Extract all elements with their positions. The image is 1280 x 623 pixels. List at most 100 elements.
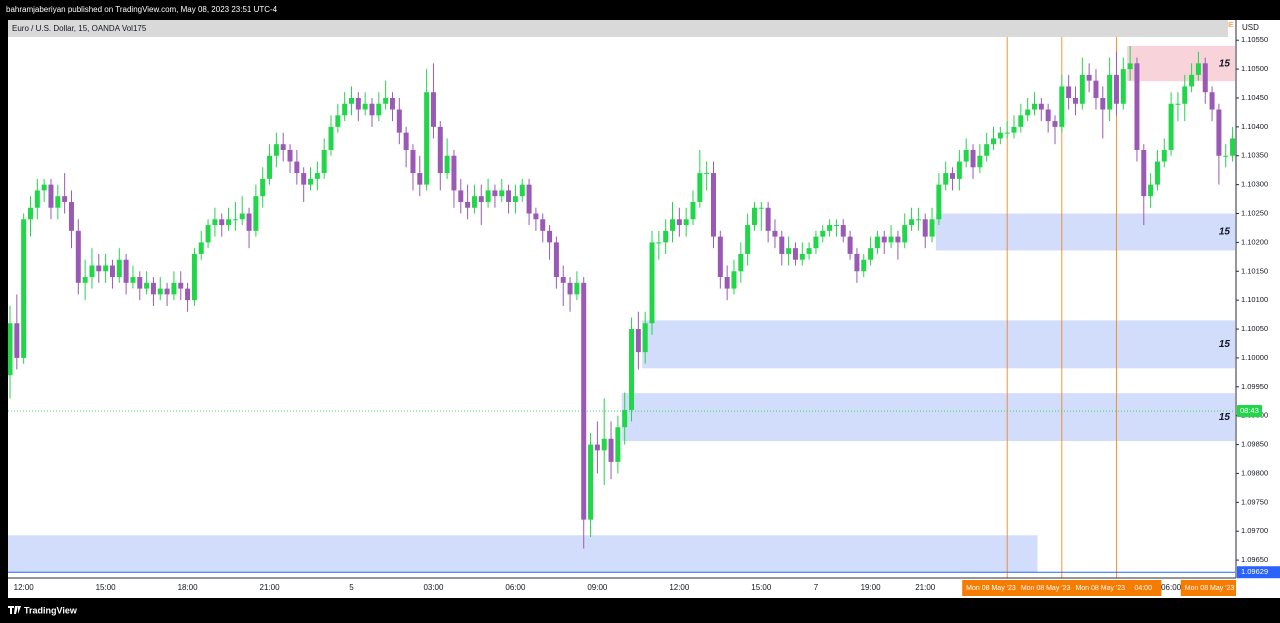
y-tick-label: 1.10250 xyxy=(1241,208,1268,217)
candle-body xyxy=(827,225,833,231)
candle-body xyxy=(478,196,484,202)
candle-body xyxy=(786,248,792,254)
candle-body xyxy=(588,444,594,520)
candle-body xyxy=(1148,184,1154,197)
candle-body xyxy=(751,207,757,226)
candle-body xyxy=(130,277,136,283)
candle-body xyxy=(492,190,498,197)
candle-body xyxy=(314,173,320,179)
y-tick-label: 1.09750 xyxy=(1241,497,1268,506)
candle-body xyxy=(738,253,744,272)
candle-body xyxy=(1141,149,1147,197)
candle-body xyxy=(635,329,641,353)
candle-body xyxy=(1230,138,1236,156)
candle-body xyxy=(21,219,27,358)
candle-body xyxy=(191,253,197,301)
candle-body xyxy=(936,184,942,220)
candle-body xyxy=(574,282,580,295)
y-tick-label: 1.09700 xyxy=(1241,526,1268,535)
y-tick-label: 1.10350 xyxy=(1241,151,1268,160)
candle-body xyxy=(1195,63,1201,75)
candle-body xyxy=(8,323,13,376)
candle-body xyxy=(1107,74,1113,110)
last-price-tag xyxy=(1237,566,1280,579)
candle-body xyxy=(171,282,177,295)
candle-body xyxy=(601,438,607,451)
zone xyxy=(642,320,1235,369)
candle-body xyxy=(1066,86,1072,98)
footer-bar xyxy=(0,598,1280,623)
y-tick-label: 1.10000 xyxy=(1241,353,1268,362)
candle-body xyxy=(1175,103,1181,105)
x-tick-label: 7 xyxy=(814,583,819,592)
candle-body xyxy=(670,219,676,231)
x-tick-label: 15:00 xyxy=(96,583,117,592)
zone xyxy=(1127,45,1235,82)
x-tick-label: 12:00 xyxy=(14,583,35,592)
candle-body xyxy=(430,92,436,127)
candle-body xyxy=(772,230,778,237)
y-tick-label: 1.10550 xyxy=(1241,35,1268,44)
session-time: 04:00 xyxy=(1134,585,1152,592)
candle-body xyxy=(232,219,238,221)
x-tick-label: 19:00 xyxy=(861,583,882,592)
candle-body xyxy=(1189,74,1195,87)
candle-body xyxy=(485,190,491,202)
candle-body xyxy=(75,230,81,283)
candle-body xyxy=(779,236,785,254)
candle-body xyxy=(328,126,334,150)
time-axis xyxy=(8,578,1236,598)
candle-body xyxy=(82,277,88,283)
candle-body xyxy=(956,161,962,179)
candle-body xyxy=(1134,63,1140,150)
candle-body xyxy=(14,323,20,358)
candle-body xyxy=(642,323,648,353)
candle-body xyxy=(205,225,211,243)
candle-body xyxy=(929,219,935,237)
y-tick-label: 1.10450 xyxy=(1241,93,1268,102)
candle-body xyxy=(1011,126,1017,133)
candle-body xyxy=(471,196,477,208)
candle-body xyxy=(1059,86,1065,127)
candle-body xyxy=(847,236,853,254)
candle-body xyxy=(1216,109,1222,156)
candle-body xyxy=(246,213,252,231)
candle-body xyxy=(997,132,1003,139)
candle-body xyxy=(765,207,771,231)
candle-body xyxy=(512,196,518,202)
candle-body xyxy=(710,173,716,237)
candle-body xyxy=(683,219,689,226)
candle-body xyxy=(977,155,983,168)
candle-body xyxy=(519,184,525,197)
price-axis xyxy=(1236,20,1280,598)
candle-body xyxy=(424,92,430,185)
candle-body xyxy=(915,219,921,221)
candle-body xyxy=(239,213,245,220)
candle-body xyxy=(267,155,273,179)
candle-body xyxy=(922,219,928,237)
session-date: Mon 08 May '23 xyxy=(1075,585,1125,592)
candle-body xyxy=(909,219,915,226)
x-tick-label: 03:00 xyxy=(423,583,444,592)
zone xyxy=(8,535,1038,573)
candle-body xyxy=(560,277,566,283)
candle-body xyxy=(1093,80,1099,98)
candle-body xyxy=(792,248,798,260)
candle-body xyxy=(1086,74,1092,81)
candle-body xyxy=(55,196,61,208)
candle-body xyxy=(895,236,901,243)
candle-body xyxy=(806,248,812,254)
candle-body xyxy=(663,230,669,243)
y-tick-label: 1.10050 xyxy=(1241,324,1268,333)
candle-body xyxy=(260,178,266,197)
candle-body xyxy=(273,144,279,156)
x-tick-label: 12:00 xyxy=(669,583,690,592)
candle-body xyxy=(984,144,990,156)
candle-body xyxy=(1100,97,1106,110)
x-tick-label: 06:00 xyxy=(505,583,526,592)
candle-body xyxy=(458,190,464,202)
candle-body xyxy=(1182,86,1188,104)
candle-body xyxy=(465,201,471,208)
y-tick-label: 1.10150 xyxy=(1241,266,1268,275)
